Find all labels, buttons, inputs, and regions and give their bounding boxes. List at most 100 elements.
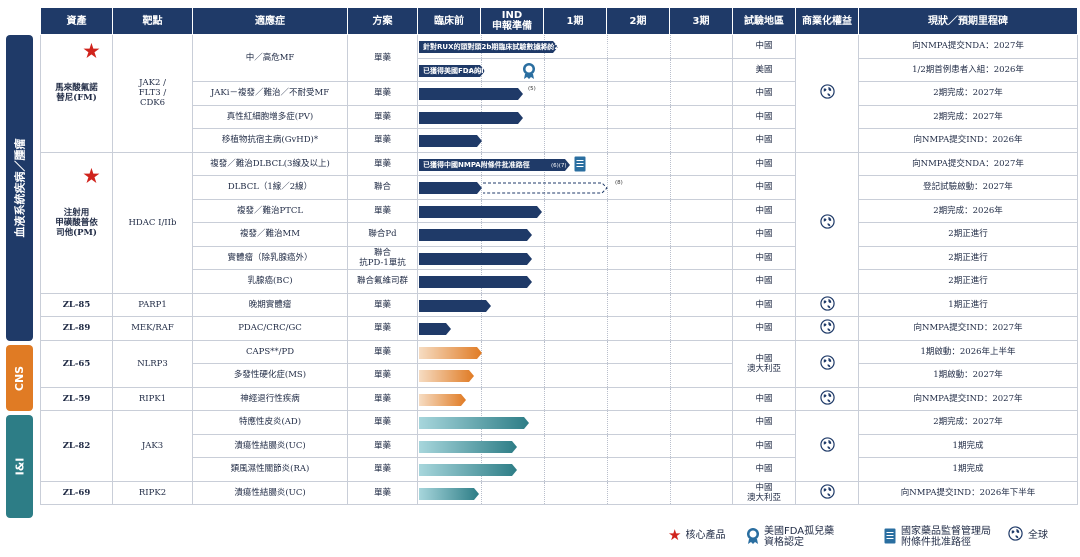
header-indication: 適應症 (192, 7, 348, 35)
indication-cell-text: CAPS**/PD (245, 346, 295, 357)
region-cell-text: 中國 (755, 440, 773, 451)
region-cell-text: 中國 澳大利亞 (746, 482, 781, 503)
indication-cell-text: 複發／難治PTCL (236, 205, 304, 216)
indication-cell-text: 複發／難治DLBCL(3線及以上) (210, 158, 330, 169)
region-cell-text: 中國 (755, 41, 773, 52)
header-regimen: 方案 (347, 7, 418, 35)
table-row: ZL-85 PARP1 晚期實體瘤 單藥 中國 1期正進行 (40, 292, 1078, 317)
region-cell: 中國 (732, 410, 796, 435)
table-row: 類風濕性關節炎(RA) 單藥 中國 1期完成 (41, 457, 1078, 482)
regimen-cell: 單藥 (347, 34, 418, 82)
regimen-cell: 單藥 (347, 81, 418, 106)
indication-cell: 神經退行性疾病 (192, 386, 348, 411)
legend-nmpa: 國家藥品監督管理局 附條件批准路徑 (884, 526, 991, 548)
regimen-cell: 單藥 (347, 316, 418, 341)
progress-cell (417, 410, 733, 435)
indication-cell-text: JAKi－複發／難治／不耐受MF (210, 88, 330, 99)
region-cell: 中國 澳大利亞 (732, 480, 796, 505)
rights-cell (795, 316, 859, 341)
indication-cell-text: 實體瘤（除乳腺癌外） (227, 252, 313, 263)
indication-cell-text: 真性紅細胞增多症(PV) (226, 111, 314, 122)
stage-gridline (670, 129, 671, 152)
region-cell: 中國 (732, 34, 796, 59)
stage-gridline (544, 481, 545, 504)
stage-gridline (544, 223, 545, 246)
region-cell-text: 中國 (755, 417, 773, 428)
indication-cell-text: 移植物抗宿主病(GvHD)* (221, 135, 319, 146)
status-cell-text: 向NMPA提交NDA：2027年 (912, 41, 1024, 52)
stage-gridline (481, 129, 482, 152)
regimen-cell-text: 聯合 (373, 182, 391, 193)
table-row: ZL-59 RIPK1 神經退行性疾病 單藥 中國 向NMPA提交IND：2027年 (40, 386, 1078, 411)
indication-cell-text: PDAC/CRC/GC (238, 323, 302, 334)
progress-cell: 已獲得美國FDA的IND申報批准 (3)(4) (417, 57, 733, 82)
stage-gridline (544, 58, 545, 81)
regimen-cell-text: 單藥 (373, 299, 391, 310)
stage-gridline (607, 199, 608, 222)
table-row: JAKi－複發／難治／不耐受MF 單藥 (5) 中國 2期完成：2027年 (41, 81, 1078, 106)
region-cell-text: 中國 (755, 464, 773, 475)
status-cell-text: 1期完成 (952, 440, 984, 451)
regimen-cell-text: 單藥 (373, 323, 391, 334)
indication-cell: 晚期實體瘤 (192, 292, 348, 317)
target-cell-text: HDAC I/IIb (128, 217, 177, 228)
table-row: DLBCL（1線／2線） 聯合 (8) 中國 登記試驗啟動：2027年 (41, 175, 1078, 200)
progress-cell (417, 316, 733, 341)
asset-name: ZL-69 (62, 487, 91, 498)
indication-cell-text: 類風濕性關節炎(RA) (230, 464, 310, 475)
status-cell-text: 向NMPA提交IND：2026年 (913, 135, 1023, 146)
status-cell-text: 2期正進行 (948, 276, 988, 287)
table-row: ★ 注射用 甲磺酸普依 司他(PM) HDAC I/IIb 複發／難治DLBCL(3線… (40, 151, 1078, 294)
asset-cell: ZL-59 (40, 386, 113, 411)
regimen-cell-text: 聯合氟維司群 (356, 276, 408, 287)
regimen-cell: 聯合氟維司群 (347, 269, 418, 294)
region-cell-text: 中國 (755, 299, 773, 310)
status-cell-text: 2期完成：2027年 (933, 88, 1003, 99)
stage-gridline (544, 387, 545, 410)
region-cell: 中國 (732, 175, 796, 200)
asset-cell: ZL-85 (40, 292, 113, 317)
progress-cell (417, 339, 733, 364)
region-cell-text: 中國 (755, 393, 773, 404)
stage-gridline (544, 246, 545, 269)
progress-bar (419, 252, 538, 265)
indication-cell: 複發／難治DLBCL(3線及以上) (192, 151, 348, 176)
stage-gridline (544, 317, 545, 340)
header-status: 現狀／預期里程碑 (858, 7, 1078, 35)
stage-gridline (607, 317, 608, 340)
stage-gridline (670, 199, 671, 222)
globe-icon (820, 390, 835, 405)
indication-cell: 實體瘤（除乳腺癌外） (192, 245, 348, 270)
stage-gridline (607, 223, 608, 246)
table-row: 複發／難治PTCL 單藥 中國 2期完成：2026年 (41, 198, 1078, 223)
globe-icon (820, 84, 835, 99)
indication-cell: 潰瘍性結腸炎(UC) (192, 480, 348, 505)
stage-gridline (544, 270, 545, 293)
asset-name: ZL-59 (62, 393, 91, 404)
header-region: 試驗地區 (732, 7, 796, 35)
asset-name: ZL-89 (62, 323, 91, 334)
planned-extension-bar (483, 182, 611, 194)
legend-global-label: 全球 (1028, 529, 1048, 541)
progress-bar (419, 88, 529, 100)
header-rights: 商業化權益 (795, 7, 859, 35)
status-cell-text: 2期正進行 (948, 229, 988, 240)
indication-cell-text: 乳腺癌(BC) (247, 276, 293, 287)
stage-gridline (544, 82, 545, 105)
stage-gridline (544, 199, 545, 222)
region-cell: 中國 (732, 292, 796, 317)
indication-cell-text: 複發／難治MM (240, 229, 300, 240)
progress-bar (419, 158, 576, 171)
regimen-cell: 單藥 (347, 480, 418, 505)
stage-gridline (607, 481, 608, 504)
globe-icon (1008, 526, 1023, 544)
pipeline-table: 資產 靶點 適應症 方案 臨床前 IND 申報準備 1期 2期 3期 試驗地區 … (40, 7, 1078, 505)
region-cell: 中國 (732, 104, 796, 129)
progress-bar (419, 135, 488, 147)
region-cell: 中國 (732, 457, 796, 482)
regimen-cell: 單藥 (347, 386, 418, 411)
regimen-cell-text: 單藥 (373, 487, 391, 498)
status-cell: 1/2期首例患者入組：2026年 (858, 57, 1078, 82)
progress-cell (417, 245, 733, 270)
